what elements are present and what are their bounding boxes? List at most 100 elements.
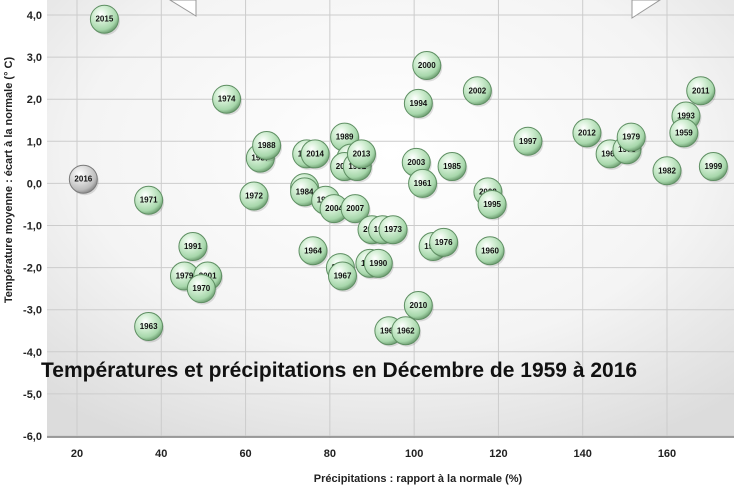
point-marker	[572, 118, 602, 148]
data-point-2016: 2016	[68, 164, 99, 196]
point-label: 1994	[409, 99, 427, 108]
data-point-2002: 2002	[462, 76, 493, 107]
y-tick-label: 0,0	[27, 178, 42, 190]
y-tick-label: -6,0	[23, 431, 42, 443]
point-label: 2015	[95, 15, 113, 24]
y-tick-label: -5,0	[23, 389, 42, 401]
data-point-1962: 1962	[391, 316, 422, 347]
x-tick-label: 20	[71, 448, 83, 460]
point-label: 2003	[407, 158, 425, 167]
point-marker	[403, 88, 433, 118]
point-label: 2016	[74, 175, 92, 184]
data-point-1985: 1985	[437, 152, 468, 183]
point-label: 1966	[601, 149, 619, 158]
point-label: 1991	[184, 242, 202, 251]
data-point-1961: 1961	[408, 168, 439, 200]
point-label: 1989	[336, 133, 354, 142]
point-label: 1993	[677, 112, 695, 121]
data-point-1995: 1995	[477, 189, 508, 221]
y-tick-label: -2,0	[23, 263, 42, 275]
point-marker	[178, 232, 208, 262]
point-marker	[403, 290, 433, 320]
point-marker	[252, 131, 282, 161]
y-tick-label: 1,0	[27, 136, 42, 148]
point-label: 1985	[443, 162, 461, 171]
point-marker	[134, 185, 164, 215]
point-label: 2007	[346, 204, 364, 213]
point-label: 2012	[578, 128, 596, 137]
data-points: 2015201619711963199119792001197019741972…	[68, 4, 729, 347]
point-marker	[239, 181, 269, 211]
x-tick-label: 160	[658, 448, 676, 460]
point-label: 1997	[519, 137, 537, 146]
point-label: 1973	[384, 225, 402, 234]
data-point-2007: 2007	[340, 194, 371, 225]
data-point-1997: 1997	[513, 126, 544, 158]
point-label: 1974	[218, 95, 236, 104]
point-label: 2011	[692, 86, 710, 95]
point-label: 1984	[296, 187, 314, 196]
point-marker	[412, 51, 442, 81]
data-point-1971: 1971	[134, 185, 165, 217]
point-label: 1972	[245, 192, 263, 201]
data-point-1963: 1963	[134, 312, 165, 343]
point-marker	[408, 168, 438, 198]
y-axis-ticks: 4,0 3,0 2,0 1,0 0,0 -1,0 -2,0 -3,0 -4,0 -5,0 -6,0	[23, 10, 42, 443]
point-marker	[429, 227, 459, 257]
point-marker	[340, 194, 370, 224]
point-marker	[391, 316, 421, 346]
data-point-1972: 1972	[239, 181, 270, 213]
point-marker	[698, 152, 728, 182]
x-tick-label: 140	[574, 448, 592, 460]
point-label: 2000	[418, 61, 436, 70]
data-point-2011: 2011	[686, 76, 717, 107]
point-marker	[68, 164, 98, 194]
point-label: 1988	[258, 141, 276, 150]
y-tick-label: 3,0	[27, 52, 42, 64]
data-point-2000: 2000	[412, 51, 443, 82]
y-tick-label: 4,0	[27, 10, 42, 22]
point-label: 2002	[468, 86, 486, 95]
y-tick-label: -3,0	[23, 305, 42, 317]
point-label: 1979	[176, 272, 194, 281]
point-marker	[378, 215, 408, 245]
y-tick-label: 2,0	[27, 94, 42, 106]
data-point-1979: 1979	[616, 122, 647, 154]
data-point-1994: 1994	[403, 88, 434, 120]
data-point-2013: 2013	[346, 139, 377, 170]
x-tick-label: 60	[239, 448, 251, 460]
data-point-1991: 1991	[178, 232, 209, 263]
data-point-1967: 1967	[328, 261, 358, 293]
data-point-2012: 2012	[572, 118, 603, 149]
point-marker	[134, 312, 164, 342]
data-point-1999: 1999	[698, 152, 729, 183]
data-point-1970: 1970	[186, 274, 217, 305]
point-label: 1964	[304, 246, 322, 255]
point-marker	[513, 126, 543, 156]
data-point-1982: 1982	[652, 156, 683, 187]
point-marker	[363, 248, 393, 278]
point-label: 1995	[483, 200, 501, 209]
data-point-1974: 1974	[212, 84, 243, 116]
data-point-1973: 1973	[378, 215, 409, 246]
point-label: 1960	[481, 246, 499, 255]
point-label: 1970	[192, 284, 210, 293]
data-point-1988: 1988	[252, 131, 283, 162]
point-label: 1967	[334, 272, 352, 281]
point-marker	[475, 236, 505, 266]
point-label: 2013	[353, 149, 371, 158]
data-point-1964: 1964	[298, 236, 329, 267]
point-marker	[652, 156, 682, 186]
callout-shape-left	[169, 0, 197, 17]
point-label: 1982	[658, 166, 676, 175]
point-marker	[298, 236, 328, 266]
point-marker	[186, 274, 216, 304]
point-label: 1990	[369, 259, 387, 268]
y-tick-label: -1,0	[23, 221, 42, 233]
data-point-1990: 1990	[363, 248, 394, 280]
data-point-2015: 2015	[89, 4, 120, 36]
point-marker	[89, 4, 119, 34]
point-label: 1999	[704, 162, 722, 171]
point-label: 2004	[325, 204, 343, 213]
y-tick-label: -4,0	[23, 347, 42, 359]
